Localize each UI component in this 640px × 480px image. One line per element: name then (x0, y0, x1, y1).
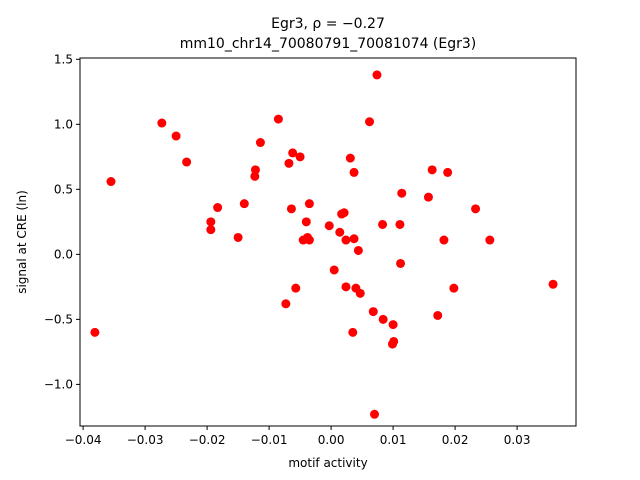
scatter-point (301, 217, 311, 227)
scatter-point (341, 235, 351, 245)
x-axis-ticks: −0.04 −0.03 −0.02 −0.01 0.00 0.01 0.02 0.03 (65, 426, 531, 447)
scatter-point (389, 336, 399, 346)
y-tick-label: −1.0 (44, 377, 73, 391)
y-tick-label: 0.5 (54, 182, 73, 196)
scatter-point (388, 320, 398, 330)
scatter-point (291, 283, 301, 293)
scatter-point (365, 117, 375, 127)
scatter-point (348, 327, 358, 337)
x-tick-label: −0.01 (251, 433, 288, 447)
x-tick-label: −0.04 (65, 433, 102, 447)
scatter-point (304, 199, 314, 209)
scatter-point (397, 188, 407, 198)
x-tick-label: 0.01 (380, 433, 407, 447)
x-axis-label: motif activity (288, 456, 367, 470)
scatter-point (395, 219, 405, 229)
scatter-point (304, 235, 314, 245)
data-points (90, 70, 558, 419)
y-tick-label: 0.0 (54, 247, 73, 261)
scatter-point (345, 153, 355, 163)
scatter-point (433, 310, 443, 320)
scatter-point (106, 177, 116, 187)
scatter-point (349, 234, 359, 244)
scatter-point (378, 314, 388, 324)
scatter-point (372, 70, 382, 80)
scatter-point (206, 225, 216, 235)
x-tick-label: 0.03 (504, 433, 531, 447)
scatter-point (427, 165, 437, 175)
x-tick-label: 0.02 (442, 433, 469, 447)
scatter-point (255, 138, 265, 148)
scatter-point (281, 299, 291, 309)
axes-frame (79, 57, 577, 427)
scatter-point (471, 204, 481, 214)
y-tick-label: 1.0 (54, 117, 73, 131)
chart-title-line2: mm10_chr14_70080791_70081074 (Egr3) (180, 36, 477, 52)
scatter-point (90, 327, 100, 337)
y-tick-label: 1.5 (54, 52, 73, 66)
scatter-point (171, 131, 181, 141)
chart-title-line1: Egr3, ρ = −0.27 (271, 16, 385, 32)
scatter-point (355, 288, 365, 298)
scatter-point (396, 258, 406, 268)
scatter-point (286, 204, 296, 214)
scatter-point (288, 148, 298, 158)
scatter-point (485, 235, 495, 245)
scatter-point (339, 208, 349, 218)
scatter-point (449, 283, 459, 293)
scatter-point (284, 158, 294, 168)
scatter-point (370, 409, 379, 419)
scatter-point (239, 199, 249, 209)
scatter-point (335, 227, 345, 237)
scatter-point (378, 219, 388, 229)
scatter-point (548, 279, 558, 289)
scatter-point (341, 282, 351, 292)
scatter-point (324, 221, 334, 231)
scatter-point (233, 232, 243, 242)
scatter-point (443, 167, 453, 177)
y-tick-label: −0.5 (44, 312, 73, 326)
y-axis-label: signal at CRE (ln) (15, 190, 29, 294)
scatter-point (182, 157, 192, 167)
scatter-point (423, 192, 433, 202)
scatter-point (329, 265, 339, 275)
x-tick-label: −0.02 (189, 433, 226, 447)
scatter-point (213, 203, 223, 213)
scatter-point (273, 114, 283, 124)
scatter-point (349, 167, 359, 177)
scatter-point (250, 171, 260, 181)
scatter-point (439, 235, 449, 245)
y-axis-ticks: −1.0 −0.5 0.0 0.5 1.0 1.5 (44, 52, 80, 391)
scatter-point (353, 245, 363, 255)
x-tick-label: 0.00 (318, 433, 345, 447)
scatter-point (250, 165, 260, 175)
scatter-point (295, 152, 305, 162)
x-tick-label: −0.03 (127, 433, 164, 447)
scatter-point (368, 307, 378, 317)
scatter-point (206, 217, 216, 227)
scatter-point (157, 118, 167, 128)
